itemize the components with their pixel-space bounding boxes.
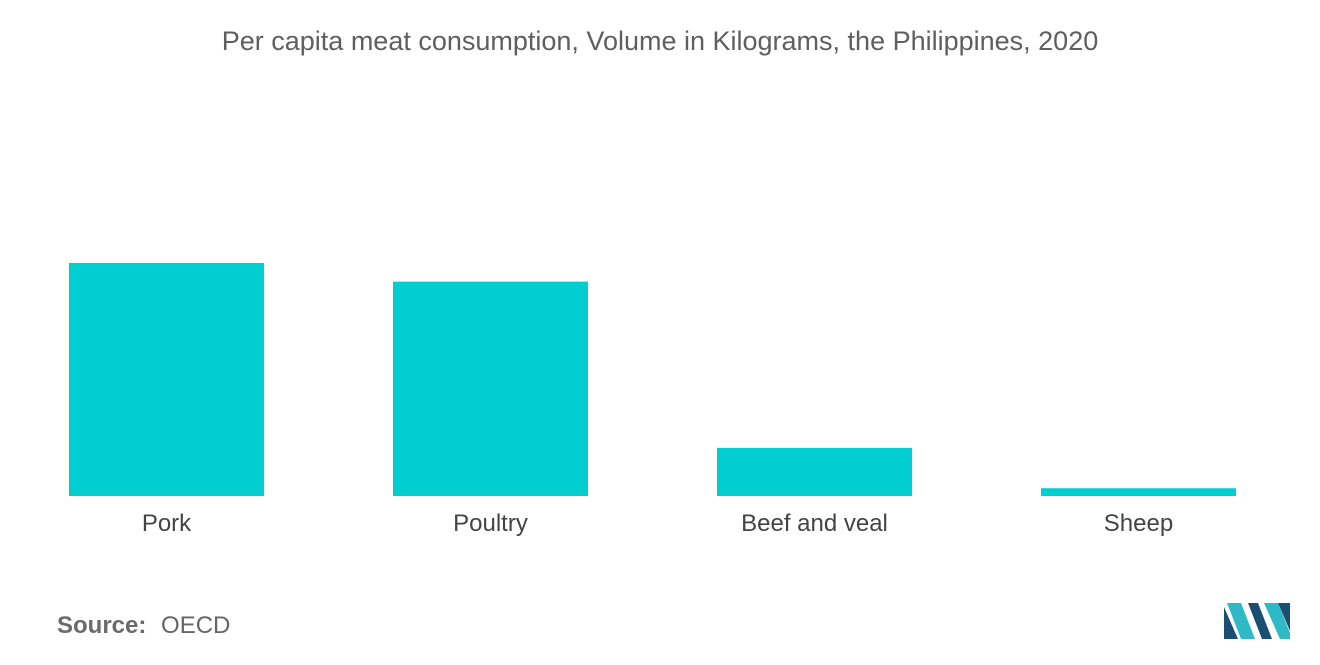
source-value: OECD — [161, 612, 231, 639]
bar-sheep — [1041, 488, 1236, 496]
x-axis-labels: Pork Poultry Beef and veal Sheep — [142, 510, 1173, 537]
source-label: Source: — [57, 612, 147, 639]
source-note: Source: OECD — [57, 612, 230, 640]
x-tick-label-poultry: Poultry — [453, 510, 528, 537]
x-tick-label-beef-and-veal: Beef and veal — [741, 510, 888, 537]
chart-title: Per capita meat consumption, Volume in K… — [221, 26, 1099, 56]
mordor-intelligence-logo-icon — [1224, 603, 1290, 639]
bar-poultry — [393, 281, 588, 496]
bars-group — [69, 263, 1236, 496]
bar-pork — [69, 263, 264, 496]
bar-beef-and-veal — [717, 447, 912, 496]
x-tick-label-pork: Pork — [142, 510, 192, 537]
x-tick-label-sheep: Sheep — [1104, 510, 1173, 537]
